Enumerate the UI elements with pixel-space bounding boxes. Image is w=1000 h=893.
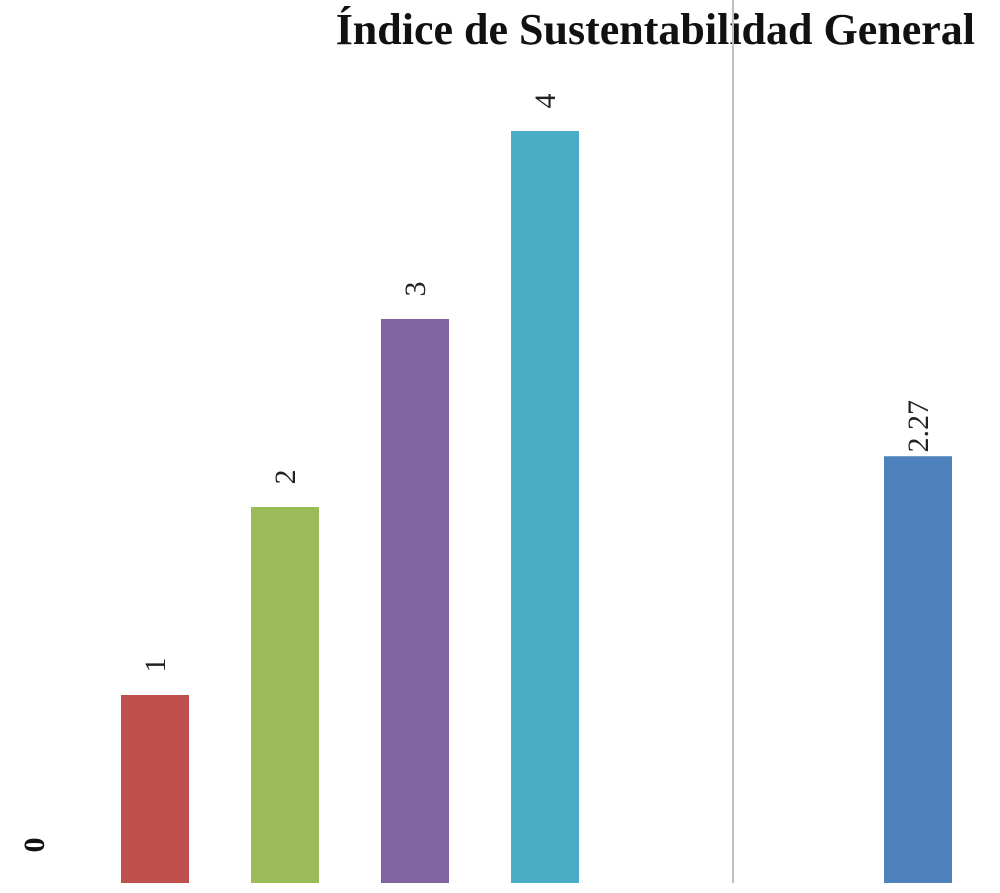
chart-title: Índice de Sustentabilidad General [336,5,975,54]
bar-0-3 [511,131,579,883]
baseline-zero-label: 0 [18,838,51,853]
bar-0-0 [121,695,189,883]
bar-0-2 [381,319,449,883]
bars-layer: 1 2 3 4 2.27 [121,94,952,883]
bar-label-0-3: 4 [529,94,562,109]
bar-label-0-2: 3 [399,282,432,297]
bar-label-1-0: 2.27 [902,400,935,453]
bar-0-1 [251,507,319,883]
bar-label-0-1: 2 [269,470,302,485]
bar-1-0 [884,456,952,883]
bar-label-0-0: 1 [139,658,172,673]
